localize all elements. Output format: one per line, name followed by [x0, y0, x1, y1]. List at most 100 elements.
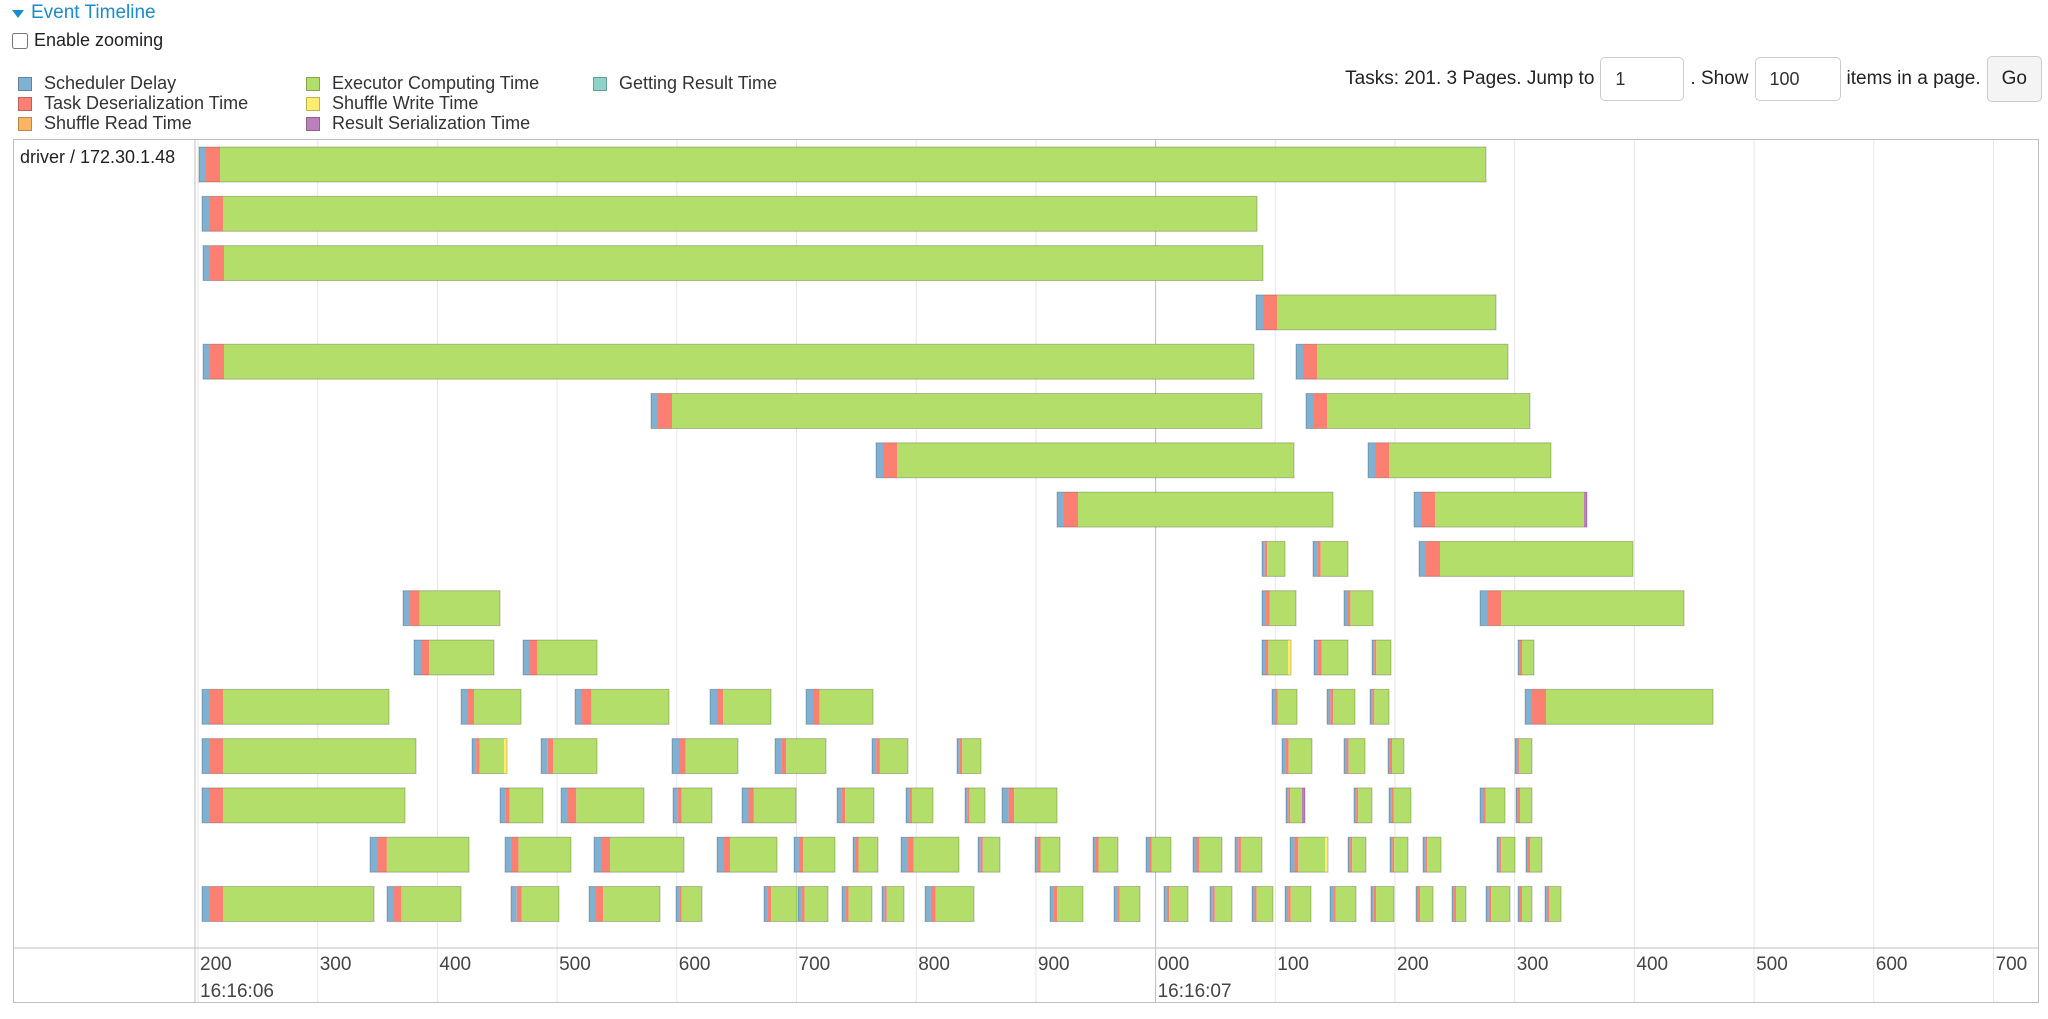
task-bar[interactable] — [716, 836, 778, 873]
task-bar[interactable] — [1255, 294, 1497, 331]
task-bar[interactable] — [1251, 886, 1274, 922]
task-bar[interactable] — [774, 738, 827, 775]
task-bar[interactable] — [369, 836, 470, 873]
task-bar[interactable] — [1389, 836, 1409, 873]
task-bar[interactable] — [1524, 688, 1714, 725]
task-bar[interactable] — [1485, 886, 1511, 922]
task-bar[interactable] — [924, 886, 975, 922]
task-bar[interactable] — [672, 787, 713, 824]
task-bar[interactable] — [1367, 442, 1552, 479]
enable-zooming-checkbox[interactable] — [12, 32, 28, 49]
task-bar[interactable] — [1369, 688, 1390, 725]
task-bar[interactable] — [1347, 836, 1367, 873]
task-bar[interactable] — [510, 886, 560, 922]
task-bar[interactable] — [1261, 639, 1292, 676]
task-bar[interactable] — [201, 195, 1258, 232]
task-bar[interactable] — [201, 688, 390, 725]
event-timeline-toggle[interactable]: Event Timeline — [12, 2, 156, 24]
task-bar[interactable] — [588, 886, 661, 922]
task-bar[interactable] — [1034, 836, 1061, 873]
task-bar[interactable] — [793, 836, 836, 873]
task-bar[interactable] — [1284, 886, 1312, 922]
task-bar[interactable] — [522, 639, 598, 676]
task-bar[interactable] — [1312, 540, 1349, 577]
task-bar[interactable] — [1092, 836, 1119, 873]
task-bar[interactable] — [1387, 738, 1405, 775]
task-bar[interactable] — [198, 146, 1487, 183]
task-bar[interactable] — [1271, 688, 1298, 725]
task-bar[interactable] — [1517, 639, 1535, 676]
task-bar[interactable] — [797, 886, 829, 922]
task-bar[interactable] — [650, 393, 1263, 429]
task-bar[interactable] — [1285, 787, 1306, 824]
task-bar[interactable] — [413, 639, 495, 676]
page-size-input[interactable] — [1754, 57, 1841, 101]
task-bar[interactable] — [1517, 886, 1533, 922]
task-bar[interactable] — [202, 343, 1255, 380]
task-bar[interactable] — [671, 738, 739, 775]
task-bar[interactable] — [900, 836, 960, 873]
task-bar[interactable] — [1413, 491, 1588, 528]
enable-zooming-control[interactable]: Enable zooming — [12, 30, 163, 51]
task-bar[interactable] — [460, 688, 522, 725]
task-bar[interactable] — [1544, 886, 1562, 922]
task-bar[interactable] — [852, 836, 879, 873]
task-bar[interactable] — [1001, 787, 1058, 824]
task-bar[interactable] — [1056, 491, 1334, 528]
task-bar[interactable] — [1326, 688, 1356, 725]
task-bar[interactable] — [1234, 836, 1263, 873]
go-button[interactable]: Go — [1986, 56, 2042, 102]
task-bar[interactable] — [871, 738, 909, 775]
task-bar[interactable] — [1451, 886, 1467, 922]
task-bar[interactable] — [1261, 540, 1286, 577]
task-bar[interactable] — [593, 836, 685, 873]
task-bar[interactable] — [1305, 393, 1531, 429]
task-bar[interactable] — [560, 787, 645, 824]
task-bar[interactable] — [805, 688, 874, 725]
task-bar[interactable] — [956, 738, 982, 775]
task-bar[interactable] — [574, 688, 670, 725]
task-bar[interactable] — [1353, 787, 1373, 824]
task-bar[interactable] — [1113, 886, 1141, 922]
task-bar[interactable] — [201, 787, 406, 824]
task-bar[interactable] — [202, 245, 1264, 282]
task-bar[interactable] — [1261, 590, 1297, 627]
task-bar[interactable] — [1163, 886, 1189, 922]
task-bar[interactable] — [201, 886, 375, 922]
task-bar[interactable] — [1343, 738, 1366, 775]
task-bar[interactable] — [675, 886, 703, 922]
timeline-panel[interactable] — [13, 139, 2039, 1003]
task-bar[interactable] — [1289, 836, 1329, 873]
task-bar[interactable] — [540, 738, 598, 775]
task-bar[interactable] — [1145, 836, 1172, 873]
task-bar[interactable] — [741, 787, 797, 824]
task-bar[interactable] — [1370, 886, 1395, 922]
task-bar[interactable] — [1479, 590, 1685, 627]
task-bar[interactable] — [402, 590, 501, 627]
task-bar[interactable] — [1479, 787, 1506, 824]
task-bar[interactable] — [1514, 738, 1533, 775]
task-bar[interactable] — [504, 836, 572, 873]
task-bar[interactable] — [1049, 886, 1084, 922]
task-bar[interactable] — [1313, 639, 1349, 676]
task-bar[interactable] — [1388, 787, 1412, 824]
task-bar[interactable] — [386, 886, 462, 922]
task-bar[interactable] — [1343, 590, 1374, 627]
task-bar[interactable] — [1515, 787, 1533, 824]
task-bar[interactable] — [1329, 886, 1357, 922]
task-bar[interactable] — [977, 836, 1001, 873]
page-number-input[interactable] — [1600, 57, 1685, 101]
task-bar[interactable] — [201, 738, 417, 775]
task-bar[interactable] — [1525, 836, 1543, 873]
task-bar[interactable] — [1281, 738, 1313, 775]
task-bar[interactable] — [709, 688, 772, 725]
task-bar[interactable] — [499, 787, 544, 824]
task-bar[interactable] — [1496, 836, 1516, 873]
task-bar[interactable] — [1209, 886, 1233, 922]
task-bar[interactable] — [1422, 836, 1442, 873]
task-bar[interactable] — [875, 442, 1295, 479]
task-bar[interactable] — [964, 787, 986, 824]
task-bar[interactable] — [1418, 540, 1634, 577]
task-bar[interactable] — [1192, 836, 1223, 873]
